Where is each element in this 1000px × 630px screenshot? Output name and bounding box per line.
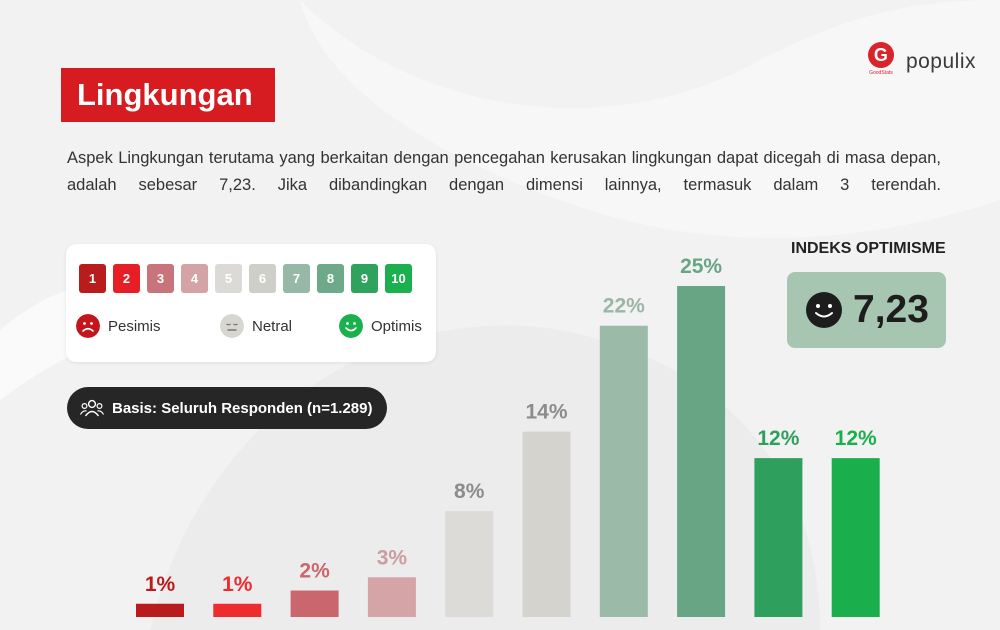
- scale-cell-3: 3: [147, 264, 174, 293]
- title-banner: Lingkungan: [61, 68, 275, 122]
- bar-5: [445, 511, 494, 617]
- bar-label-8: 25%: [680, 255, 722, 278]
- populix-logo: populix: [905, 50, 976, 73]
- legend-pesimis: Pesimis: [76, 314, 161, 338]
- neutral-face-icon: [220, 314, 244, 338]
- scale-cell-4: 4: [181, 264, 208, 293]
- scale-cell-9: 9: [351, 264, 378, 293]
- scale-cell-8: 8: [317, 264, 344, 293]
- bar-label-7: 22%: [603, 295, 645, 318]
- legend-pesimis-label: Pesimis: [108, 317, 161, 335]
- goodstats-logo: G GoodStats: [866, 42, 896, 82]
- description-text: Aspek Lingkungan terutama yang berkaitan…: [67, 149, 941, 194]
- scale-cell-1: 1: [79, 264, 106, 293]
- bar-2: [213, 603, 262, 617]
- people-icon: [80, 399, 104, 417]
- legend-netral: Netral: [220, 314, 292, 338]
- scale-cell-2: 2: [113, 264, 140, 293]
- bar-6: [522, 431, 571, 617]
- smile-face-icon: [806, 292, 842, 328]
- bar-8: [677, 286, 726, 617]
- sad-face-icon: [76, 314, 100, 338]
- bar-label-9: 12%: [757, 427, 799, 450]
- bar-3: [290, 590, 339, 617]
- bar-1: [136, 603, 184, 617]
- bar-label-2: 1%: [222, 573, 253, 596]
- bar-label-3: 2%: [299, 560, 330, 583]
- scale-cell-5: 5: [215, 264, 242, 293]
- bar-label-5: 8%: [454, 480, 485, 503]
- index-box: 7,23: [787, 272, 946, 348]
- bar-label-6: 14%: [525, 401, 567, 424]
- legend-card: 1 2 3 4 5 6 7 8 9 10 Pesimis Netral: [66, 244, 436, 362]
- scale-cell-10: 10: [385, 264, 412, 293]
- brand-logos: G GoodStats populix: [866, 42, 976, 82]
- scale-cell-7: 7: [283, 264, 310, 293]
- bar-label-1: 1%: [145, 573, 176, 596]
- legend-optimis-label: Optimis: [371, 317, 422, 335]
- scale-row: 1 2 3 4 5 6 7 8 9 10: [79, 264, 412, 293]
- bar-10: [831, 458, 880, 617]
- scale-cell-6: 6: [249, 264, 276, 293]
- index-title: INDEKS OPTIMISME: [791, 240, 946, 257]
- basis-pill: Basis: Seluruh Responden (n=1.289): [67, 387, 387, 429]
- bar-label-4: 3%: [377, 546, 408, 569]
- happy-face-icon: [339, 314, 363, 338]
- bar-7: [599, 325, 648, 617]
- legend-optimis: Optimis: [339, 314, 422, 338]
- bar-4: [367, 577, 416, 617]
- legend-netral-label: Netral: [252, 317, 293, 335]
- bar-9: [754, 458, 803, 617]
- bar-label-10: 12%: [835, 427, 877, 450]
- index-value: 7,23: [853, 288, 929, 331]
- page-title: Lingkungan: [77, 77, 253, 112]
- basis-label: Basis: Seluruh Responden (n=1.289): [112, 399, 373, 417]
